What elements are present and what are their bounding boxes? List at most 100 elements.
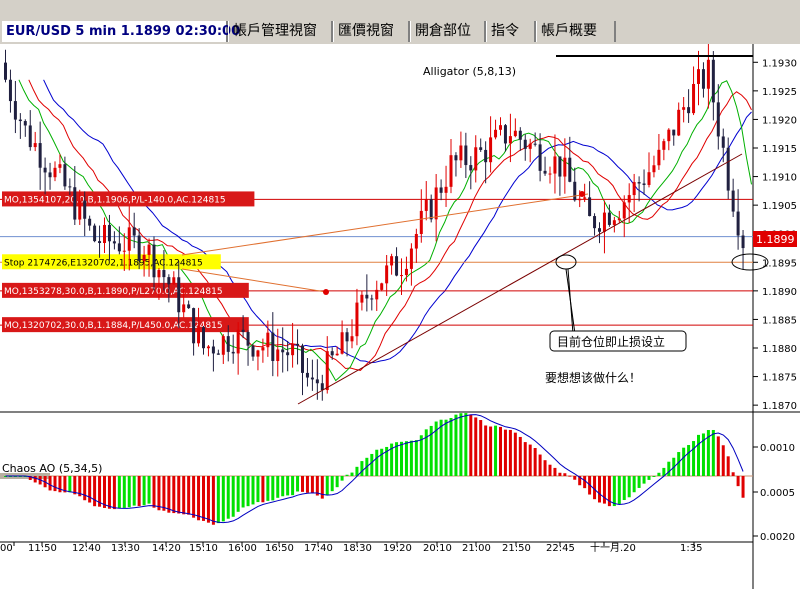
ao-bar bbox=[246, 476, 250, 507]
candle bbox=[107, 224, 111, 242]
candle bbox=[370, 298, 374, 300]
candle bbox=[538, 144, 542, 171]
ao-bar bbox=[93, 476, 97, 507]
candle bbox=[147, 244, 151, 255]
candle bbox=[503, 125, 507, 144]
ao-bar bbox=[414, 440, 418, 476]
candle bbox=[231, 351, 235, 354]
ao-bar bbox=[692, 441, 696, 476]
ao-bar bbox=[419, 435, 423, 476]
ao-bar bbox=[68, 476, 72, 493]
ao-bar bbox=[533, 448, 537, 476]
ao-bar bbox=[439, 419, 443, 476]
alligator-line bbox=[18, 79, 752, 382]
ao-bar bbox=[479, 420, 483, 476]
ao-label: Chaos AO (5,34,5) bbox=[2, 462, 102, 475]
ao-bar bbox=[474, 417, 478, 476]
ao-bar bbox=[385, 446, 389, 476]
price-tick-label: 1.1915 bbox=[762, 144, 797, 155]
candle bbox=[588, 197, 592, 217]
ao-bar bbox=[206, 476, 210, 523]
ao-bar bbox=[266, 476, 270, 501]
ao-bar bbox=[137, 476, 141, 507]
ao-bar bbox=[251, 476, 255, 505]
candle bbox=[380, 283, 384, 290]
candle bbox=[305, 372, 309, 378]
ao-bar bbox=[731, 472, 735, 476]
ao-panel: Chaos AO (5,34,5) 0.0010 0.0005 0.0020 bbox=[0, 413, 795, 543]
candle bbox=[563, 157, 567, 177]
price-tick-label: 1.1875 bbox=[762, 373, 797, 384]
candle bbox=[335, 353, 339, 356]
candle bbox=[43, 167, 47, 173]
time-tick-label: 16:00 bbox=[228, 543, 257, 554]
candle bbox=[449, 155, 453, 187]
candle bbox=[360, 294, 364, 303]
candle bbox=[301, 345, 304, 373]
price-tick-label: 1.1870 bbox=[762, 401, 797, 412]
ao-bar bbox=[325, 476, 329, 495]
ao-bar bbox=[568, 475, 572, 477]
candle bbox=[404, 268, 408, 276]
ao-bar bbox=[330, 476, 334, 492]
chart-area: MO,1354107,20.0,B,1.1906,P/L-140.0,AC.12… bbox=[0, 44, 800, 600]
candle bbox=[578, 198, 582, 201]
candle bbox=[330, 351, 334, 356]
candle bbox=[385, 265, 389, 284]
candle bbox=[211, 346, 215, 354]
ao-bar bbox=[340, 476, 344, 481]
ao-bar bbox=[147, 476, 151, 504]
candle bbox=[697, 69, 700, 84]
time-tick-label: 21:00 bbox=[462, 543, 491, 554]
ao-bar bbox=[454, 414, 458, 476]
ao-bar bbox=[593, 476, 597, 500]
ao-bar bbox=[216, 476, 220, 524]
time-tick-label: 21:50 bbox=[502, 543, 531, 554]
candle bbox=[132, 227, 136, 236]
tab-open-positions[interactable]: 開倉部位 bbox=[410, 21, 486, 42]
ao-bar bbox=[424, 429, 428, 476]
ao-bar bbox=[632, 476, 636, 493]
ao-signal-line bbox=[5, 414, 744, 524]
price-axis: 1.19301.19251.19201.19151.19101.19051.19… bbox=[753, 58, 797, 412]
candle bbox=[291, 343, 295, 356]
candle bbox=[731, 190, 735, 212]
price-tick-label: 1.1905 bbox=[762, 201, 797, 212]
candle bbox=[157, 270, 161, 278]
ao-tick-label: 0.0005 bbox=[760, 488, 795, 499]
tab-orders[interactable]: 指令 bbox=[486, 21, 536, 42]
candle bbox=[518, 130, 522, 140]
ao-bar bbox=[548, 464, 552, 476]
highlight-ellipse-axis bbox=[731, 253, 769, 271]
ao-bar bbox=[355, 466, 359, 476]
candle bbox=[583, 197, 587, 199]
ao-bar bbox=[642, 476, 646, 484]
ao-bar bbox=[558, 472, 562, 476]
ao-bar bbox=[528, 444, 532, 476]
ao-bar bbox=[583, 476, 587, 489]
ao-bar bbox=[662, 467, 666, 476]
ao-bar bbox=[652, 476, 656, 477]
candle bbox=[276, 349, 280, 362]
candle bbox=[182, 304, 186, 313]
last-price-tag: 1.1899 bbox=[753, 231, 797, 247]
candle bbox=[325, 351, 329, 391]
ao-bar bbox=[563, 473, 567, 476]
candle bbox=[246, 331, 250, 346]
ao-bar bbox=[231, 476, 235, 517]
candle bbox=[632, 182, 636, 196]
ao-bar bbox=[711, 429, 715, 476]
tab-account-summary[interactable]: 帳戶概要 bbox=[536, 21, 616, 42]
candle bbox=[127, 227, 131, 251]
price-tick-label: 1.1895 bbox=[762, 258, 797, 269]
tab-quotes[interactable]: 匯價視窗 bbox=[333, 21, 410, 42]
trendlines bbox=[181, 55, 769, 405]
ao-bar bbox=[701, 433, 705, 476]
tab-account-manager[interactable]: 帳戶管理視窗 bbox=[228, 21, 333, 42]
time-tick-label: 22:45 bbox=[546, 543, 575, 554]
price-tick-label: 1.1885 bbox=[762, 315, 797, 326]
tab-chart-eurusd[interactable]: EUR/USD 5 min 1.1899 02:30:00 bbox=[2, 21, 240, 42]
ao-bar bbox=[236, 476, 240, 512]
ao-bar bbox=[687, 445, 691, 476]
ao-bar bbox=[117, 476, 121, 509]
